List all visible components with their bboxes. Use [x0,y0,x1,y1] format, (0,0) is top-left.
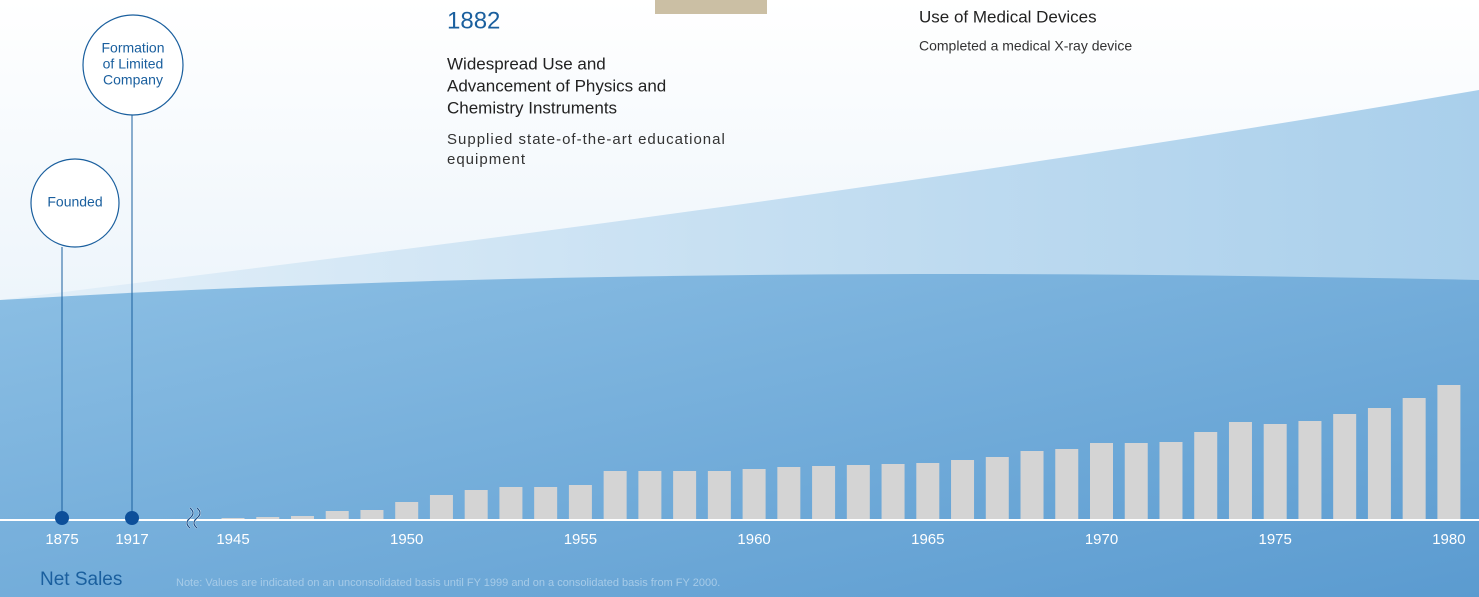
x-tick-label: 1980 [1432,531,1465,548]
bar [707,471,731,519]
bar [1333,414,1357,519]
bar [603,471,627,519]
note: Note: Values are indicated on an unconso… [176,577,720,589]
bar [360,510,384,519]
bar [395,502,419,519]
bar [1020,451,1044,519]
bar [1124,443,1148,519]
bar [290,516,314,519]
bar [1437,385,1461,519]
bar [221,518,245,519]
wave [0,274,1479,597]
axis-break [186,507,201,529]
x-tick-label: 1960 [737,531,770,548]
bar [1367,408,1391,519]
x-tick-label: 1875 [45,531,78,548]
x-tick-label: 1917 [115,531,148,548]
bar [534,487,558,519]
event-title: Widespread Use and [447,54,606,73]
bar [325,511,349,519]
bar [1159,442,1183,519]
bar [256,517,280,519]
bar [1263,424,1287,519]
bar [916,463,940,519]
bar [1055,449,1079,519]
bar [951,460,975,519]
bar [1090,443,1113,519]
event-desc: Completed a medical X-ray device [919,38,1132,54]
x-tick-label: 1945 [216,531,249,548]
x-tick-label: 1955 [564,531,597,548]
bar [812,466,836,519]
bar [429,495,453,519]
milestone-label: Formation [101,40,164,56]
bar [777,467,801,519]
milestone-label: Company [103,72,163,88]
event-title: Use of Medical Devices [919,7,1097,26]
milestone-circle [82,14,184,116]
bar [568,485,592,519]
milestone-label: Founded [47,194,102,210]
bar [499,487,523,519]
x-tick-label: 1950 [390,531,423,548]
bar [1194,432,1218,519]
bar [1402,398,1426,519]
x-tick-label: 1970 [1085,531,1118,548]
event-title: Chemistry Instruments [447,98,617,117]
bar [1228,422,1252,519]
event-desc: equipment [447,151,526,168]
milestone-dot [125,511,139,525]
bar [673,471,697,519]
photo [655,0,767,14]
milestone-label: of Limited [103,56,164,72]
x-tick-label: 1975 [1259,531,1292,548]
bar [881,464,905,519]
milestone-circle [30,158,120,248]
event-desc: Supplied state-of-the-art educational [447,131,726,148]
x-tick-label: 1965 [911,531,944,548]
bar [464,490,488,519]
milestone-dot [55,511,69,525]
event-title: Advancement of Physics and [447,76,666,95]
bar [638,471,662,519]
bar [1298,421,1322,519]
chart-title: Net Sales [40,569,122,590]
bar [846,465,870,519]
bar [985,457,1009,519]
event-year: 1882 [447,7,500,34]
bar [742,469,766,519]
